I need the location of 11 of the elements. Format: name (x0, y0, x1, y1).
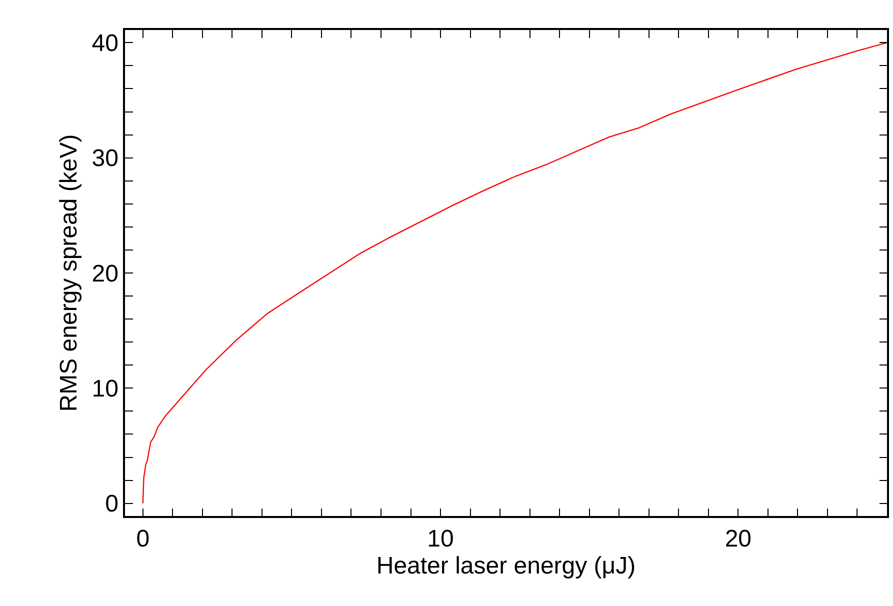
x-tick-label: 0 (136, 526, 150, 553)
y-tick-label: 10 (92, 376, 118, 403)
x-axis-title: Heater laser energy (μJ) (376, 552, 636, 580)
x-tick-label: 20 (724, 526, 752, 553)
y-axis-title: RMS energy spread (keV) (55, 134, 82, 412)
y-tick-label: 20 (92, 260, 118, 288)
y-tick-label: 0 (105, 490, 118, 518)
line-series (142, 42, 887, 504)
y-tick-label: 30 (92, 145, 118, 172)
y-tick-label: 40 (92, 30, 118, 58)
x-tick-label: 10 (427, 526, 454, 553)
